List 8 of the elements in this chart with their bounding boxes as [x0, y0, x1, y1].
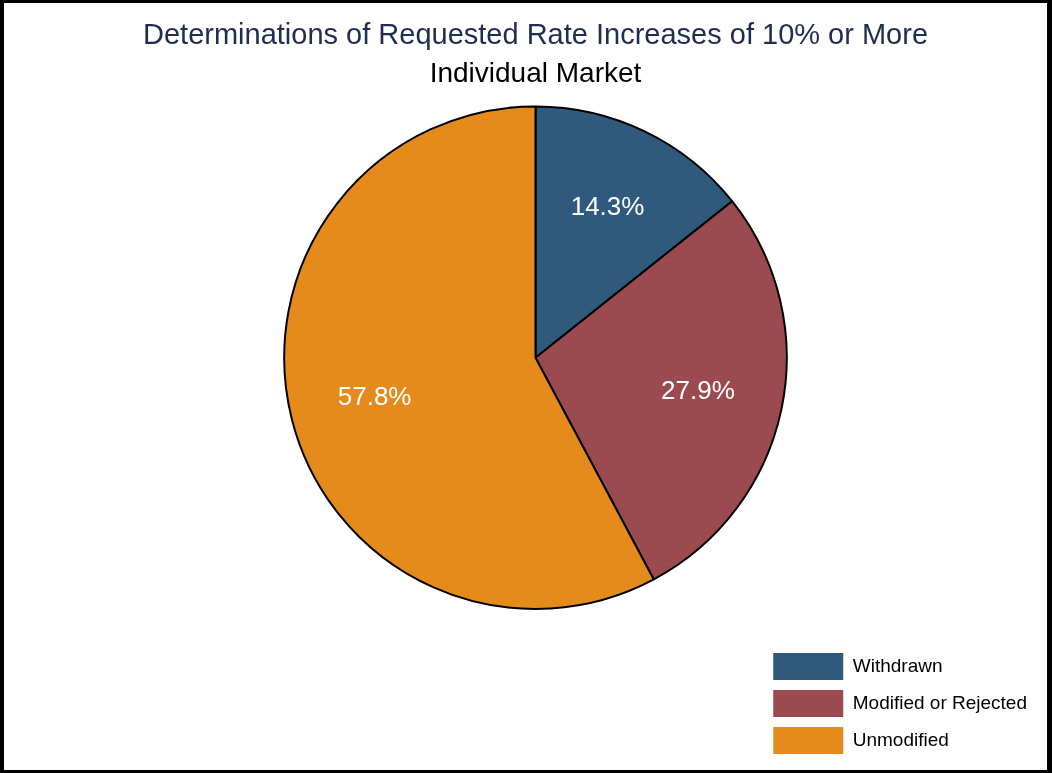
legend-label: Modified or Rejected: [852, 691, 1028, 713]
chart-title: Determinations of Requested Rate Increases of 10% or More: [142, 18, 929, 51]
data-label: 27.9%: [661, 374, 735, 405]
chart-subtitle: Individual Market: [429, 57, 642, 89]
data-label: 57.8%: [337, 381, 412, 412]
data-label: 14.3%: [570, 191, 645, 222]
legend-label: Unmodified: [852, 728, 949, 750]
legend-label: Withdrawn: [852, 654, 943, 676]
